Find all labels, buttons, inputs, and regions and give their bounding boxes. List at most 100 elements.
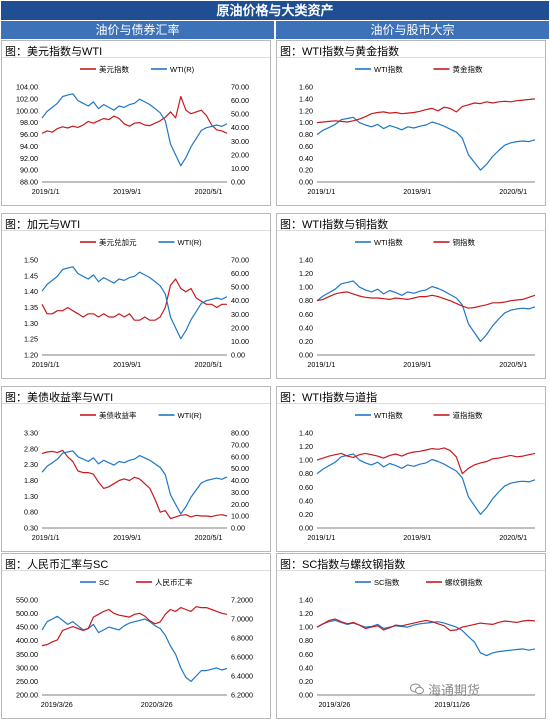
y-tick-label: 102.00 xyxy=(16,94,38,103)
y-tick-label: 500.00 xyxy=(16,609,38,618)
y2-tick-label: 80.00 xyxy=(231,429,249,438)
y2-tick-label: 20.00 xyxy=(231,150,249,159)
y2-tick-label: 10.00 xyxy=(231,337,249,346)
x-tick-label: 2020/5/1 xyxy=(499,533,527,542)
y-tick-label: 1.40 xyxy=(24,287,38,296)
page-title: 原油价格与大类资产 xyxy=(1,1,549,20)
x-tick-label: 2019/1/1 xyxy=(32,360,60,369)
y-tick-label: 104.00 xyxy=(16,83,38,92)
y-tick-label: 1.45 xyxy=(24,271,38,280)
y2-tick-label: 60.00 xyxy=(231,96,249,105)
y-tick-label: 450.00 xyxy=(16,623,38,632)
y-tick-label: 1.00 xyxy=(299,623,313,632)
y-tick-label: 250.00 xyxy=(16,677,38,686)
y-tick-label: 0.20 xyxy=(299,510,313,519)
y-tick-label: 0.40 xyxy=(299,323,313,332)
y-tick-label: 96.00 xyxy=(20,130,38,139)
y-tick-label: 0.80 xyxy=(299,130,313,139)
x-tick-label: 2019/9/1 xyxy=(113,360,141,369)
y-tick-label: 0.80 xyxy=(24,508,38,517)
y2-tick-label: 7.0000 xyxy=(231,615,253,624)
y-tick-label: 90.00 xyxy=(20,166,38,175)
x-tick-label: 2020/5/1 xyxy=(195,533,223,542)
chart-title: 图：美元指数与WTI xyxy=(5,46,103,58)
chart-panel-cad_wti: 图：加元与WTI 美元兑加元 WTI(R) 1.50 1.45 1.40 1.35 1.30 1… xyxy=(1,213,271,379)
y-tick-label: 0.60 xyxy=(299,310,313,319)
x-tick-label: 2019/1/1 xyxy=(307,360,335,369)
y2-tick-label: 50.00 xyxy=(231,110,249,119)
chart-title: 图：美债收益率与WTI xyxy=(5,392,114,404)
y2-tick-label: 6.8000 xyxy=(231,634,253,643)
y-tick-label: 1.20 xyxy=(299,609,313,618)
y2-tick-label: 6.6000 xyxy=(231,653,253,662)
chart-panel-cny_sc: 图：人民币汇率与SC SC 人民币汇率 550.00 500.00 450.00 400.0… xyxy=(1,553,271,719)
y-tick-label: 300.00 xyxy=(16,663,38,672)
y2-tick-label: 20.00 xyxy=(231,323,249,332)
wechat-icon xyxy=(410,683,424,695)
legend-label: 道指指数 xyxy=(453,410,483,420)
x-tick-label: 2020/3/26 xyxy=(141,700,173,709)
x-tick-label: 2019/3/26 xyxy=(41,700,73,709)
series-line xyxy=(316,453,536,516)
y-tick-label: 0.00 xyxy=(299,691,313,700)
series-line xyxy=(316,291,536,309)
series-line xyxy=(316,280,536,343)
y-tick-label: 0.00 xyxy=(299,524,313,533)
series-line xyxy=(41,266,228,340)
legend-label: 黄金指数 xyxy=(453,64,483,74)
chart-panel-wti_gold: 图：WTI指数与黄金指数 WTI指数 黄金指数 1.60 1.40 1.20 1.00 0.8… xyxy=(276,40,546,206)
y-tick-label: 1.40 xyxy=(299,256,313,265)
title-divider xyxy=(2,570,270,571)
y-tick-label: 1.00 xyxy=(299,118,313,127)
y-tick-label: 0.20 xyxy=(299,166,313,175)
legend-label: 人民币汇率 xyxy=(155,577,193,587)
x-tick-label: 2019/9/1 xyxy=(403,187,431,196)
chart-title: 图：加元与WTI xyxy=(5,219,81,231)
y-tick-label: 1.20 xyxy=(299,442,313,451)
y-tick-label: 3.30 xyxy=(24,429,38,438)
line-chart: SC指数 螺纹钢指数 1.40 1.20 1.00 0.80 0.60 0.40 0.20 0.0… xyxy=(299,577,536,709)
y2-tick-label: 0.00 xyxy=(231,524,245,533)
y2-tick-label: 40.00 xyxy=(231,123,249,132)
y2-tick-label: 30.00 xyxy=(231,310,249,319)
y2-tick-label: 70.00 xyxy=(231,256,249,265)
y-tick-label: 1.00 xyxy=(299,283,313,292)
legend-label: 美元指数 xyxy=(99,64,129,74)
x-tick-label: 2019/9/1 xyxy=(113,533,141,542)
y-tick-label: 0.00 xyxy=(299,351,313,360)
y2-tick-label: 70.00 xyxy=(231,83,249,92)
series-line xyxy=(41,449,228,520)
y2-tick-label: 6.2000 xyxy=(231,691,253,700)
y-tick-label: 1.35 xyxy=(24,303,38,312)
y-tick-label: 1.60 xyxy=(299,83,313,92)
legend-label: WTI(R) xyxy=(178,411,203,420)
x-tick-label: 2020/5/1 xyxy=(499,360,527,369)
chart-title: 图：人民币汇率与SC xyxy=(5,559,109,571)
y-tick-label: 94.00 xyxy=(20,142,38,151)
y-tick-label: 1.25 xyxy=(24,335,38,344)
y-tick-label: 1.80 xyxy=(24,476,38,485)
y-tick-label: 550.00 xyxy=(16,596,38,605)
y2-tick-label: 50.00 xyxy=(231,464,249,473)
y-tick-label: 0.40 xyxy=(299,154,313,163)
y-tick-label: 0.40 xyxy=(299,496,313,505)
y2-tick-label: 20.00 xyxy=(231,500,249,509)
y2-tick-label: 30.00 xyxy=(231,137,249,146)
chart-panel-usd_wti: 图：美元指数与WTI 美元指数 WTI(R) 104.00 102.00 100.00 98… xyxy=(1,40,271,206)
y2-tick-label: 0.00 xyxy=(231,178,245,187)
y2-tick-label: 60.00 xyxy=(231,269,249,278)
y-tick-label: 0.40 xyxy=(299,663,313,672)
y2-tick-label: 40.00 xyxy=(231,296,249,305)
legend-label: WTI指数 xyxy=(374,237,403,247)
x-tick-label: 2020/5/1 xyxy=(499,187,527,196)
series-line xyxy=(41,93,228,167)
y2-tick-label: 70.00 xyxy=(231,440,249,449)
chart-title: 图：WTI指数与道指 xyxy=(280,392,378,404)
legend-label: 螺纹钢指数 xyxy=(445,577,483,587)
title-divider xyxy=(2,57,270,58)
y-tick-label: 0.30 xyxy=(24,524,38,533)
y-tick-label: 0.80 xyxy=(299,469,313,478)
x-tick-label: 2019/1/1 xyxy=(307,533,335,542)
series-line xyxy=(41,95,228,134)
